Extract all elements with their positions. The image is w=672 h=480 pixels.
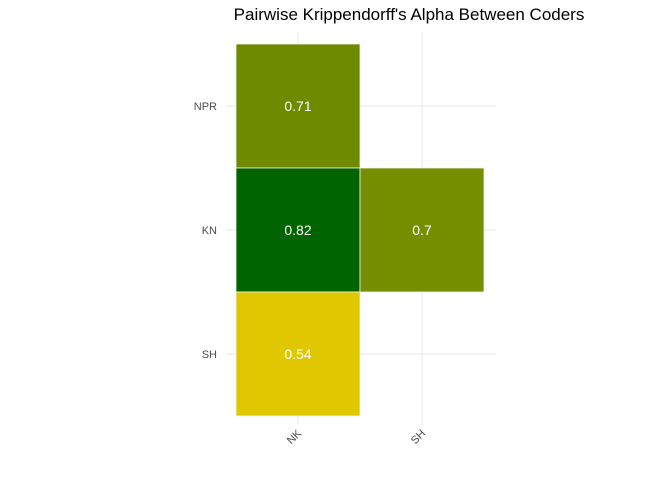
cell-value-label-sh-kn: 0.7 [412, 222, 432, 238]
heatmap-cells: 0.71 0.82 0.7 0.54 [235, 43, 485, 417]
cell-value-label-nk-sh: 0.54 [284, 346, 311, 362]
heatmap-cell-nk-kn [235, 167, 361, 293]
heatmap-cell-nk-sh [235, 291, 361, 417]
cell-value-label-nk-kn: 0.82 [284, 222, 311, 238]
cell-value-label-nk-npr: 0.71 [284, 98, 311, 114]
y-tick-label-npr: NPR [194, 101, 217, 113]
y-tick-label-sh: SH [202, 349, 217, 361]
y-tick-label-kn: KN [202, 225, 217, 237]
x-axis-ticks: NK SH [285, 427, 428, 447]
y-axis-ticks: NPR KN SH [194, 101, 217, 361]
heatmap-cell-sh-kn [359, 167, 485, 293]
x-tick-label-nk: NK [285, 427, 305, 447]
chart-title: Pairwise Krippendorff's Alpha Between Co… [234, 5, 585, 24]
x-tick-label-sh: SH [409, 428, 428, 447]
heatmap-cell-nk-npr [235, 43, 361, 169]
